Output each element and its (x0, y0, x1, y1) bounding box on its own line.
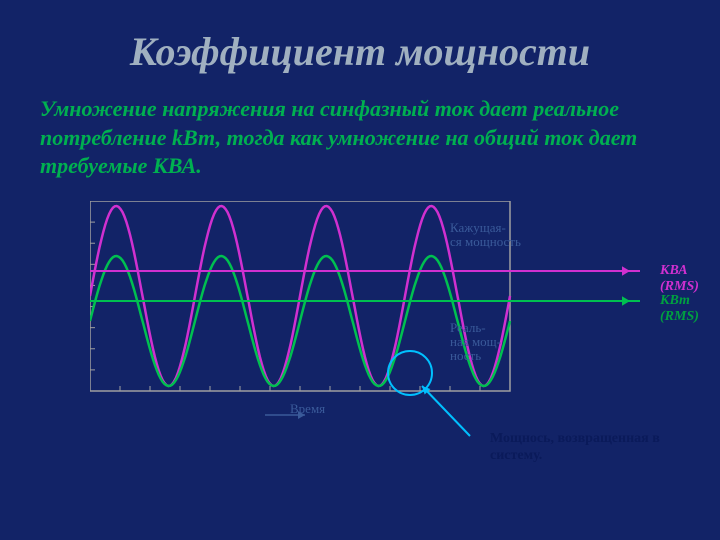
page-title: Коэффициент мощности (0, 0, 720, 95)
footnote-power-returned: Мощнось, возвращенная в систему. (490, 431, 710, 465)
chart-area: КВА (RMS) КВт (RMS) Кажущая-ся мощность … (0, 191, 720, 471)
subtitle: Умножение напряжения на синфазный ток да… (0, 95, 720, 191)
label-apparent-power: Кажущая-ся мощность (450, 221, 521, 250)
legend-kva: КВА (RMS) (660, 263, 720, 295)
label-real-power: Реаль-ная мощ-ность (450, 321, 501, 364)
power-chart (90, 201, 650, 461)
axis-label-time: Время (290, 401, 325, 417)
legend-kw: КВт (RMS) (660, 293, 720, 325)
